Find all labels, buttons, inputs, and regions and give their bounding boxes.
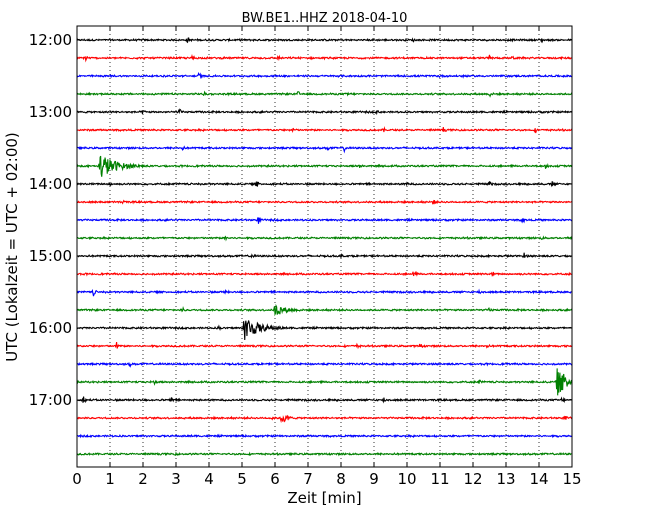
y-tick-label: 17:00 [29, 391, 72, 409]
trace-12:30 [76, 71, 573, 80]
trace-13:45 [76, 155, 573, 177]
x-tick-label: 13 [496, 470, 515, 488]
chart-title: BW.BE1..HHZ 2018-04-10 [241, 11, 408, 26]
x-tick-label: 2 [138, 470, 148, 488]
y-tick-label: 15:00 [29, 247, 72, 265]
x-tick-label: 0 [72, 470, 82, 488]
x-tick-label: 14 [529, 470, 548, 488]
x-tick-label: 9 [369, 470, 379, 488]
y-tick-label: 14:00 [29, 175, 72, 193]
trace-14:00 [76, 181, 573, 188]
plot-frame [76, 25, 573, 468]
x-tick-label: 7 [303, 470, 313, 488]
trace-15:15 [76, 270, 573, 277]
trace-16:45 [76, 368, 573, 396]
x-tick-label: 15 [562, 470, 581, 488]
x-tick-label: 1 [105, 470, 115, 488]
trace-17:00 [76, 396, 573, 404]
x-tick-label: 10 [397, 470, 416, 488]
x-tick-label: 4 [204, 470, 214, 488]
trace-12:00 [76, 37, 573, 44]
trace-12:15 [76, 53, 573, 63]
trace-15:00 [76, 252, 573, 259]
trace-12:45 [76, 90, 573, 98]
trace-15:45 [76, 303, 573, 317]
trace-13:00 [76, 108, 573, 116]
trace-17:30 [76, 433, 573, 439]
trace-16:15 [76, 341, 573, 350]
trace-14:45 [76, 235, 573, 242]
trace-14:30 [76, 216, 573, 224]
x-tick-label: 3 [171, 470, 181, 488]
trace-13:15 [76, 126, 573, 134]
y-tick-label: 16:00 [29, 319, 72, 337]
x-tick-label: 6 [270, 470, 280, 488]
trace-17:45 [76, 451, 573, 457]
trace-16:00 [76, 320, 573, 341]
x-tick-label: 12 [463, 470, 482, 488]
x-tick-label: 5 [237, 470, 247, 488]
x-tick-label: 11 [430, 470, 449, 488]
trace-15:30 [76, 288, 573, 297]
trace-14:15 [76, 199, 573, 205]
trace-17:15 [76, 414, 573, 424]
trace-16:30 [76, 361, 573, 368]
y-tick-label: 13:00 [29, 103, 72, 121]
x-tick-label: 8 [336, 470, 346, 488]
y-tick-label: 12:00 [29, 31, 72, 49]
x-axis-label: Zeit [min] [287, 489, 362, 507]
trace-13:30 [76, 145, 573, 154]
